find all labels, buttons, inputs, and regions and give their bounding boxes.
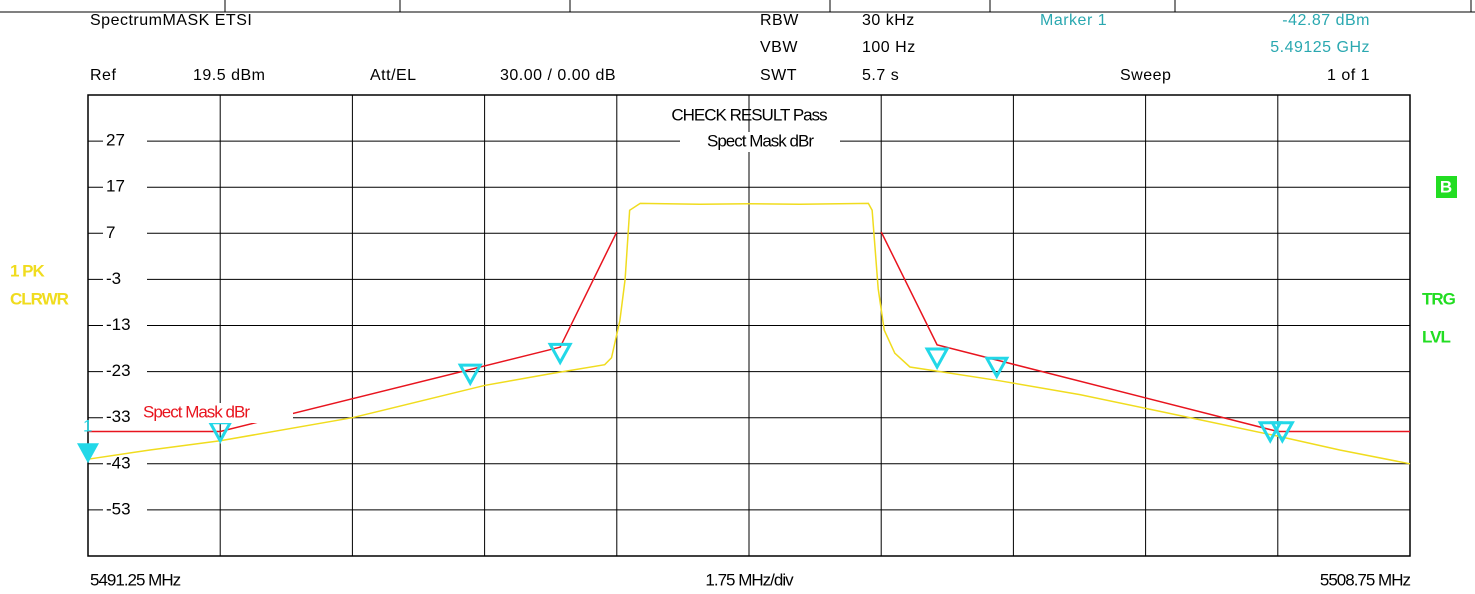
tick-label-bg bbox=[103, 177, 147, 198]
header-label: Sweep bbox=[1120, 67, 1171, 84]
limit-marker bbox=[984, 356, 1010, 380]
limit-marker bbox=[457, 363, 483, 387]
trg-box bbox=[1436, 176, 1457, 198]
y-tick-label: -3 bbox=[106, 269, 121, 288]
header-label: Ref bbox=[90, 67, 116, 84]
tick-label-bg bbox=[103, 131, 147, 152]
header-value: 5.7 s bbox=[862, 67, 899, 84]
y-tick-label: -13 bbox=[106, 315, 131, 334]
header-value: 30 kHz bbox=[862, 12, 915, 29]
header-label: VBW bbox=[760, 39, 798, 56]
limit-marker bbox=[547, 342, 573, 366]
header-value: 19.5 dBm bbox=[193, 67, 265, 84]
y-tick-label: -33 bbox=[106, 407, 131, 426]
limit-title-bg bbox=[680, 132, 840, 152]
marker-1-label: 1 bbox=[83, 417, 92, 436]
tick-label-bg bbox=[103, 315, 147, 336]
limit-marker bbox=[1257, 421, 1283, 444]
x-start-label: 5491.25 MHz bbox=[90, 570, 181, 589]
right-label: TRG bbox=[1422, 289, 1456, 308]
tick-label-bg bbox=[103, 453, 147, 474]
header-value: 30.00 / 0.00 dB bbox=[500, 67, 616, 84]
tick-label-bg bbox=[103, 269, 147, 290]
marker-title: Marker 1 bbox=[1040, 12, 1107, 29]
x-stop-label: 5508.75 MHz bbox=[1320, 570, 1411, 589]
header-value: 1 of 1 bbox=[1327, 67, 1370, 84]
limit-marker bbox=[924, 347, 950, 371]
limit-line bbox=[88, 231, 1410, 433]
check-result: CHECK RESULT Pass bbox=[671, 105, 827, 124]
header-value: 100 Hz bbox=[862, 39, 916, 56]
right-label: LVL bbox=[1422, 327, 1450, 346]
header-label: SWT bbox=[760, 67, 797, 84]
header-label: Att/EL bbox=[370, 67, 417, 84]
limit-name-bg bbox=[143, 403, 293, 423]
right-label: B bbox=[1440, 177, 1452, 196]
top-separators bbox=[224, 0, 1472, 12]
tick-label-bg bbox=[103, 361, 147, 382]
marker-1 bbox=[77, 443, 99, 464]
y-tick-label: -23 bbox=[106, 361, 131, 380]
limit-marker bbox=[1269, 421, 1295, 444]
trace-label: 1 PK bbox=[10, 261, 46, 280]
tick-label-bg bbox=[103, 499, 147, 520]
y-tick-label: 7 bbox=[106, 223, 115, 242]
x-div-label: 1.75 MHz/div bbox=[705, 570, 794, 589]
tick-label-bg bbox=[103, 407, 147, 428]
tick-label-bg bbox=[103, 223, 147, 244]
y-tick-label: 27 bbox=[106, 131, 125, 150]
limit-name: Spect Mask dBr bbox=[143, 402, 250, 421]
limit-title: Spect Mask dBr bbox=[707, 131, 814, 150]
trace-line bbox=[87, 202, 1411, 465]
marker-level: -42.87 dBm bbox=[1282, 12, 1370, 29]
trace-label: CLRWR bbox=[10, 289, 69, 308]
header-title: SpectrumMASK ETSI bbox=[90, 12, 252, 29]
y-tick-label: -43 bbox=[106, 453, 131, 472]
header-label: RBW bbox=[760, 12, 799, 29]
y-tick-label: 17 bbox=[106, 177, 125, 196]
marker-freq: 5.49125 GHz bbox=[1270, 39, 1370, 56]
plot-border bbox=[87, 94, 1411, 557]
y-tick-label: -53 bbox=[106, 499, 131, 518]
